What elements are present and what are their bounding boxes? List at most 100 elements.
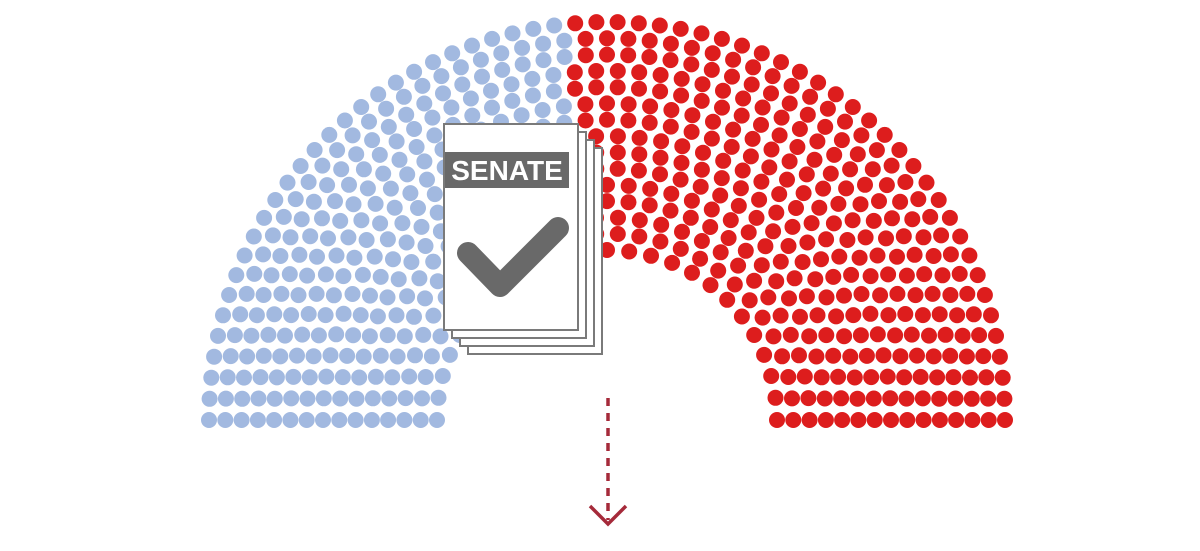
seat-dot [215, 307, 231, 324]
seat-dot [417, 290, 433, 307]
seat-dot [298, 412, 315, 428]
seat-dot [426, 186, 443, 203]
seat-dot [818, 289, 835, 306]
seat-dot [800, 390, 817, 407]
seat-dot [781, 153, 798, 170]
seat-dot [765, 223, 782, 240]
seat-dot [348, 390, 365, 407]
seat-dot [210, 327, 226, 344]
seat-dot [320, 230, 336, 247]
seat-dot [898, 267, 915, 284]
seat-dot [781, 95, 798, 112]
seat-dot [567, 80, 583, 97]
seat-dot [588, 14, 605, 31]
seat-dot [336, 112, 353, 129]
document-label: SENATE [451, 155, 563, 186]
seat-dot [937, 326, 954, 343]
seat-dot [300, 306, 317, 322]
seat-dot [662, 35, 679, 52]
seat-dot [653, 216, 670, 233]
seat-dot [725, 51, 742, 68]
seat-dot [719, 291, 736, 308]
seat-dot [433, 68, 450, 85]
seat-dot [852, 196, 869, 213]
seat-dot [250, 390, 267, 407]
seat-dot [857, 176, 873, 193]
seat-dot [954, 327, 971, 344]
seat-dot [763, 141, 780, 158]
seat-dot [340, 229, 357, 246]
seat-dot [429, 273, 446, 290]
seat-dot [918, 174, 935, 191]
seat-dot [620, 30, 637, 47]
seat-dot [359, 180, 376, 197]
seat-dot [884, 210, 900, 227]
seat-dot [712, 244, 729, 261]
seat-dot [631, 212, 648, 229]
seat-dot [742, 148, 759, 165]
seat-dot [255, 246, 272, 263]
seat-dot [941, 209, 958, 226]
seat-dot [959, 285, 976, 302]
seat-dot [791, 63, 808, 80]
seat-dot [631, 80, 647, 97]
seat-dot [609, 14, 626, 31]
seat-dot [293, 211, 310, 228]
seat-dot [703, 61, 720, 78]
seat-dot [321, 126, 338, 143]
seat-dot [907, 287, 924, 304]
seat-dot [620, 194, 637, 211]
seat-dot [735, 90, 752, 107]
seat-dot [504, 25, 521, 42]
seat-dot [842, 161, 859, 178]
seat-dot [828, 308, 845, 325]
seat-dot [272, 348, 289, 365]
seat-dot [825, 215, 842, 232]
seat-dot [714, 99, 730, 116]
seat-dot [746, 272, 763, 289]
seat-dot [248, 307, 265, 324]
seat-dot [329, 142, 346, 159]
seat-dot [287, 191, 304, 208]
seat-dot [817, 118, 834, 135]
seat-dot [737, 242, 754, 259]
seat-dot [355, 161, 372, 178]
seat-dot [809, 307, 826, 324]
seat-dot [236, 247, 253, 264]
seat-dot [853, 286, 870, 302]
seat-dot [869, 326, 886, 343]
seat-dot [692, 250, 709, 267]
seat-dot [942, 246, 959, 263]
seat-dot [948, 412, 965, 428]
seat-dot [754, 99, 771, 116]
seat-dot [684, 264, 700, 281]
seat-dot [327, 193, 343, 210]
seat-dot [289, 347, 305, 364]
seat-dot [683, 56, 700, 73]
seat-dot [702, 219, 719, 235]
seat-dot [852, 327, 869, 344]
seat-dot [300, 174, 317, 190]
seat-dot [256, 209, 273, 226]
seat-dot [472, 51, 489, 68]
seat-dot [771, 127, 788, 144]
seat-dot [861, 112, 878, 129]
seat-dot [347, 412, 364, 428]
seat-dot [444, 45, 461, 62]
seat-dot [792, 308, 808, 325]
seat-dot [773, 109, 790, 126]
seat-dot [988, 327, 1004, 344]
seat-dot [703, 130, 720, 147]
seat-dot [525, 20, 542, 37]
seat-dot [813, 369, 830, 386]
seat-dot [732, 180, 749, 197]
seat-dot [773, 54, 789, 71]
seat-dot [631, 129, 648, 146]
seat-dot [555, 98, 572, 115]
seat-dot [641, 197, 658, 214]
seat-dot [367, 368, 384, 385]
seat-dot [335, 305, 352, 322]
seat-dot [899, 412, 916, 428]
seat-dot [862, 268, 879, 285]
seat-dot [379, 289, 396, 306]
